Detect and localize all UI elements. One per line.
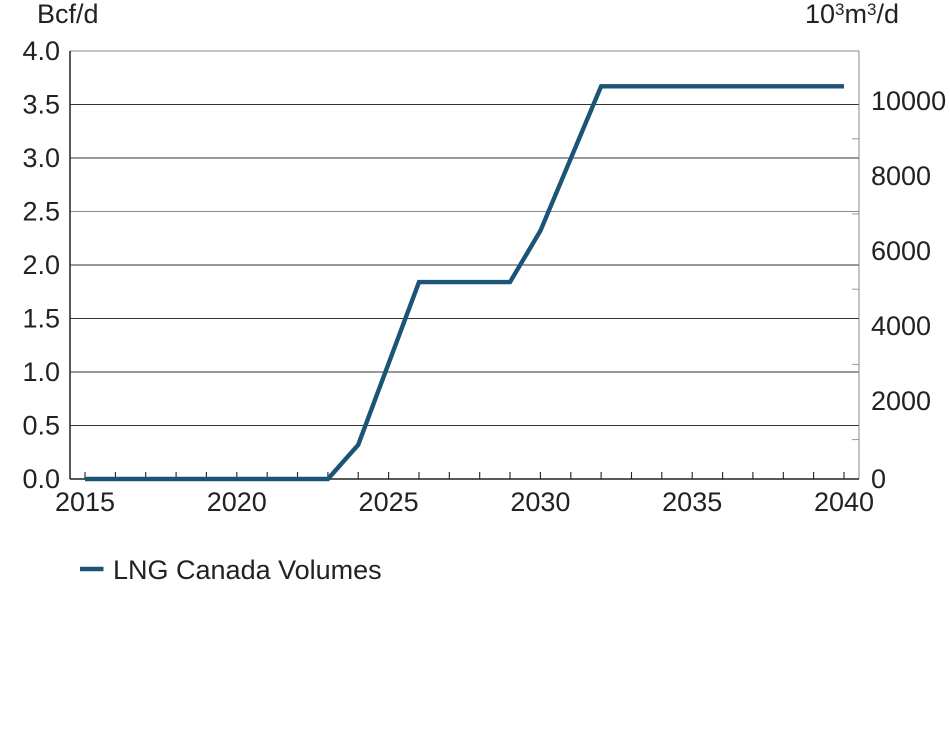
svg-text:0.5: 0.5 [22, 411, 60, 441]
svg-text:2.0: 2.0 [22, 250, 60, 280]
svg-text:4.0: 4.0 [22, 36, 60, 66]
svg-text:2020: 2020 [207, 487, 267, 517]
svg-text:103m3/d: 103m3/d [805, 0, 899, 29]
svg-text:2025: 2025 [359, 487, 419, 517]
svg-text:8000: 8000 [871, 161, 931, 191]
svg-text:LNG Canada Volumes: LNG Canada Volumes [113, 555, 382, 585]
svg-text:3.5: 3.5 [22, 90, 60, 120]
svg-text:2015: 2015 [55, 487, 115, 517]
svg-text:2.5: 2.5 [22, 197, 60, 227]
svg-text:2030: 2030 [510, 487, 570, 517]
svg-text:Bcf/d: Bcf/d [37, 0, 99, 29]
svg-text:4000: 4000 [871, 311, 931, 341]
svg-text:2040: 2040 [814, 487, 874, 517]
svg-text:1.5: 1.5 [22, 304, 60, 334]
svg-text:6000: 6000 [871, 236, 931, 266]
svg-text:10000: 10000 [871, 86, 946, 116]
svg-text:2035: 2035 [662, 487, 722, 517]
svg-text:1.0: 1.0 [22, 357, 60, 387]
svg-text:3.0: 3.0 [22, 143, 60, 173]
svg-text:2000: 2000 [871, 386, 931, 416]
